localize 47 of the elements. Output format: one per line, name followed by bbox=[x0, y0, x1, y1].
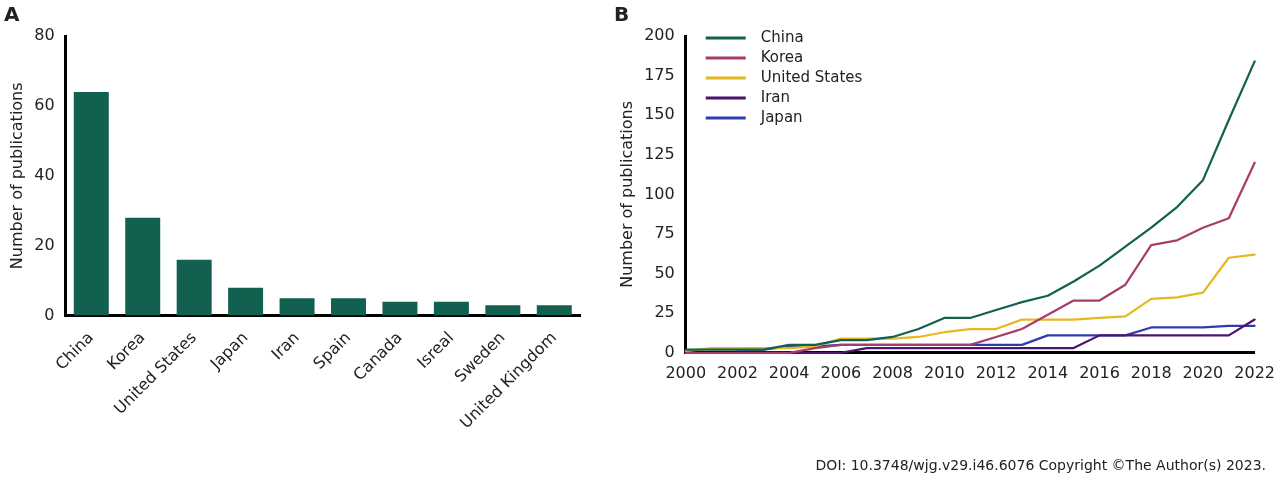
y-tick-label: 150 bbox=[644, 104, 675, 124]
legend-label: United States bbox=[760, 67, 863, 86]
y-tick-label: 20 bbox=[34, 234, 55, 254]
chart-title: B bbox=[614, 2, 630, 27]
y-tick-label: 50 bbox=[654, 262, 675, 282]
y-tick-label: 0 bbox=[44, 304, 55, 324]
bar bbox=[382, 301, 418, 316]
x-tick-label: 2018 bbox=[1130, 362, 1172, 382]
x-tick-label: 2022 bbox=[1234, 362, 1275, 382]
bar bbox=[331, 298, 366, 316]
x-tick-label: 2006 bbox=[820, 362, 862, 382]
y-tick-label: 200 bbox=[644, 25, 675, 45]
x-tick-label: 2016 bbox=[1079, 362, 1120, 382]
legend-label: Japan bbox=[759, 107, 803, 126]
y-tick-label: 0 bbox=[664, 341, 675, 361]
x-tick-label: 2004 bbox=[768, 362, 810, 382]
y-tick-label: 175 bbox=[644, 64, 675, 84]
bar bbox=[73, 91, 109, 316]
y-tick-label: 100 bbox=[644, 183, 675, 203]
x-tick-label: 2008 bbox=[872, 362, 913, 382]
x-tick-label: 2010 bbox=[923, 362, 965, 382]
y-tick-label: 125 bbox=[644, 143, 675, 163]
y-axis-title: Number of publications bbox=[616, 101, 636, 288]
x-tick-label: Iran bbox=[267, 327, 303, 364]
bar bbox=[536, 305, 572, 316]
legend-label: Iran bbox=[760, 87, 791, 106]
y-tick-label: 25 bbox=[654, 302, 675, 322]
text: DOI: 10.3748/wjg.v29.i46.6076 Copyright ©The Author(s) 2023. bbox=[815, 457, 1266, 473]
x-tick-label: 2000 bbox=[665, 362, 707, 382]
y-tick-label: 80 bbox=[34, 25, 55, 45]
bar bbox=[228, 287, 264, 316]
bar bbox=[433, 301, 469, 316]
y-tick-label: 60 bbox=[34, 95, 55, 115]
bar bbox=[176, 259, 212, 316]
legend-label: Korea bbox=[760, 47, 804, 66]
bar bbox=[485, 305, 521, 316]
bar bbox=[125, 217, 161, 316]
y-tick-label: 40 bbox=[34, 164, 55, 184]
x-tick-label: 2020 bbox=[1182, 362, 1224, 382]
x-tick-label: 2014 bbox=[1027, 362, 1069, 382]
y-tick-label: 75 bbox=[654, 223, 675, 243]
x-tick-label: 2002 bbox=[717, 362, 758, 382]
y-axis-title: Number of publications bbox=[6, 82, 26, 270]
legend-label: China bbox=[760, 27, 804, 46]
chart-title: A bbox=[4, 2, 20, 27]
bar bbox=[279, 298, 315, 316]
x-tick-label: 2012 bbox=[975, 362, 1017, 382]
